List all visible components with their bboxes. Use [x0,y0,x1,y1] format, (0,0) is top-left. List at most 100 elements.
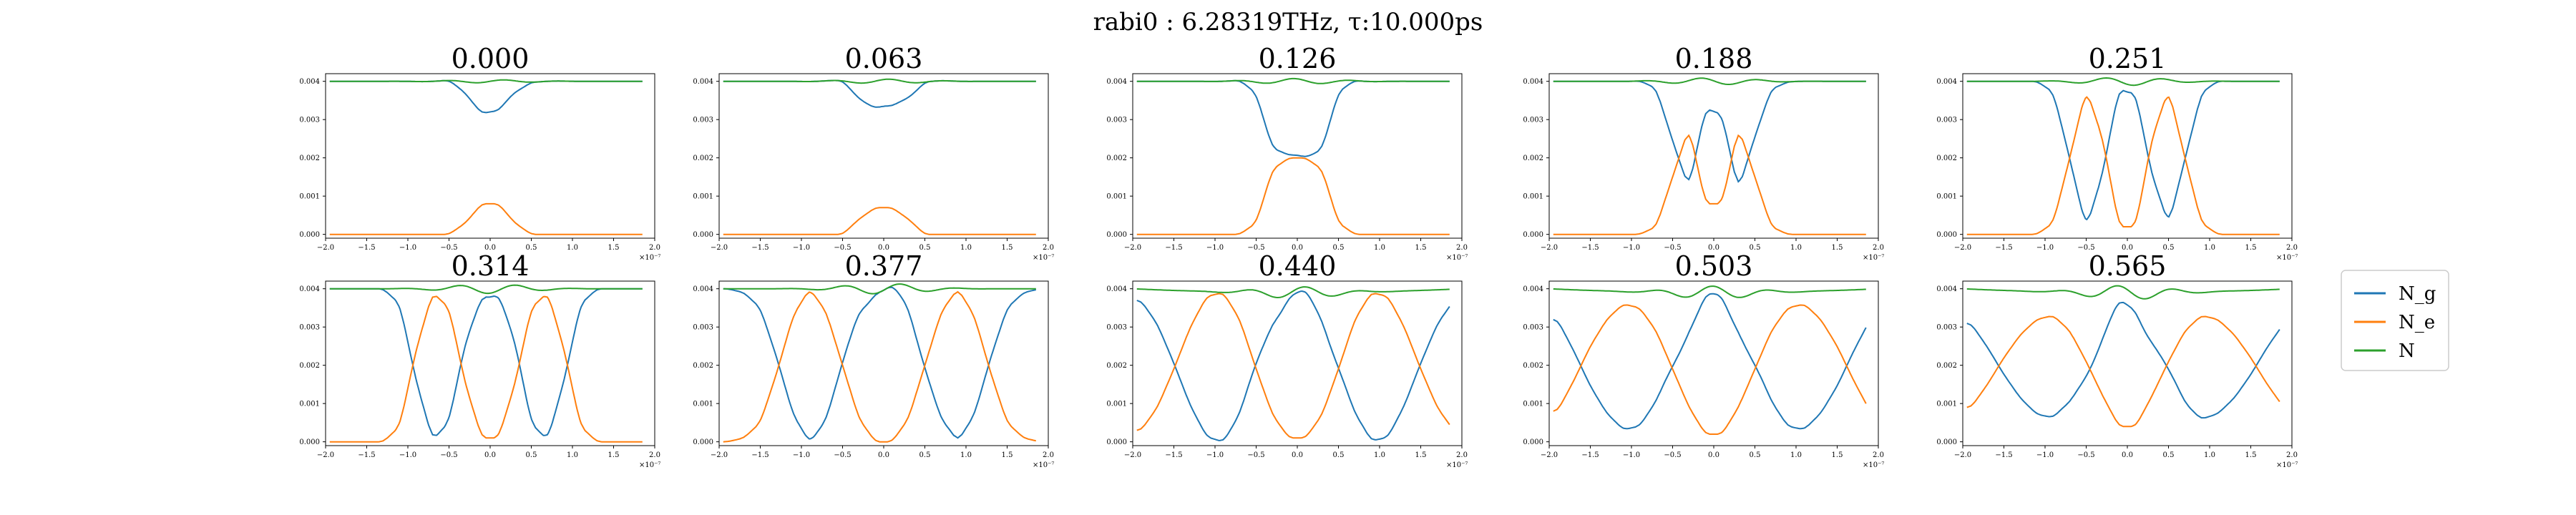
x-offset-label: ×10⁻⁷ [1033,254,1054,262]
series-line-N_g [1136,290,1450,441]
y-tick-label: 0.002 [1523,154,1543,162]
y-tick-label: 0.001 [299,193,320,201]
y-tick-label: 0.000 [693,438,713,446]
y-tick-label: 0.001 [1523,193,1543,201]
x-tick-label: −1.5 [358,244,375,252]
x-tick-label: −0.5 [1664,451,1681,459]
y-tick-label: 0.000 [1106,438,1127,446]
x-tick-label: 1.5 [2245,244,2257,252]
legend-label-N_e: N_e [2399,312,2435,333]
x-tick-label: 1.0 [2204,244,2215,252]
y-tick-label: 0.004 [1106,285,1127,293]
x-tick-label: 1.5 [1832,451,1843,459]
y-tick-label: 0.000 [1936,231,1957,239]
x-tick-label: 1.0 [960,451,972,459]
x-tick-label: −0.5 [1247,244,1264,252]
x-tick-label: −0.5 [2077,451,2094,459]
series-line-N_g [1966,301,2280,419]
y-tick-label: 0.000 [299,231,320,239]
x-tick-label: −0.5 [834,451,851,459]
x-tick-label: 2.0 [649,451,660,459]
subplot-8: 0.503 0.000 0.001 0.002 0.003 0.004 −2.0 −1.5 −1… [1523,250,1884,469]
series-line-N_e [1136,293,1450,439]
y-tick-label: 0.004 [299,285,320,293]
x-offset-label: ×10⁻⁷ [639,254,660,262]
x-tick-label: −2.0 [711,244,728,252]
y-tick-label: 0.004 [1523,285,1543,293]
figure-suptitle: rabi0 : 6.28319THz, τ:10.000ps [1093,8,1483,36]
x-tick-label: −1.5 [1581,451,1599,459]
x-tick-label: 0.5 [2163,451,2175,459]
x-tick-label: −1.5 [1165,244,1182,252]
x-offset-label: ×10⁻⁷ [2276,461,2298,469]
series-line-N [1966,77,2280,87]
y-tick-label: 0.000 [1523,438,1543,446]
x-tick-label: 0.0 [1708,244,1719,252]
x-tick-label: 1.0 [2204,451,2215,459]
series-line-N [329,284,643,295]
subplot-title: 0.440 [1259,250,1337,282]
x-tick-label: 0.0 [878,244,889,252]
y-tick-label: 0.004 [1936,285,1957,293]
x-tick-label: 0.5 [919,244,931,252]
x-tick-label: 1.5 [608,244,620,252]
x-tick-label: −1.5 [751,451,769,459]
series-line-N [1553,285,1866,298]
y-tick-label: 0.003 [1106,324,1127,332]
x-tick-label: −0.5 [1247,451,1264,459]
y-tick-label: 0.002 [1523,362,1543,370]
y-tick-label: 0.001 [693,401,713,408]
x-tick-label: −2.0 [1954,451,1971,459]
x-tick-label: −1.0 [399,451,416,459]
series-line-N [1966,285,2280,300]
series-line-N_e [1553,304,1867,435]
x-tick-label: 1.0 [1790,451,1802,459]
y-tick-label: 0.003 [693,324,713,332]
y-tick-label: 0.002 [693,362,713,370]
x-tick-label: 1.5 [1832,244,1843,252]
x-tick-label: 0.5 [1750,244,1761,252]
x-tick-label: 0.5 [1750,451,1761,459]
x-tick-label: −1.5 [751,244,769,252]
y-tick-label: 0.002 [1936,362,1957,370]
x-tick-label: 2.0 [1456,451,1468,459]
y-tick-label: 0.003 [1523,324,1543,332]
y-tick-label: 0.000 [1523,231,1543,239]
x-tick-label: −1.5 [1165,451,1182,459]
x-tick-label: 0.0 [2122,451,2133,459]
x-tick-label: −1.0 [1623,451,1640,459]
x-tick-label: 0.5 [526,244,537,252]
x-tick-label: 0.0 [1708,451,1719,459]
legend-frame [2341,270,2449,371]
x-offset-label: ×10⁻⁷ [1446,461,1468,469]
x-tick-label: 2.0 [1873,244,1884,252]
subplot-1: 0.063 0.000 0.001 0.002 0.003 0.004 −2.0 −1.5 −1… [693,43,1054,262]
y-tick-label: 0.001 [299,401,320,408]
subplot-title: 0.314 [452,250,530,282]
subplot-0: 0.000 0.000 0.001 0.002 0.003 0.004 −2.0 −1.5 −1… [299,43,660,262]
x-tick-label: 2.0 [1873,451,1884,459]
subplot-7: 0.440 0.000 0.001 0.002 0.003 0.004 −2.0 −1.5 −1… [1106,250,1468,469]
x-tick-label: −2.0 [1541,244,1558,252]
x-offset-label: ×10⁻⁷ [1863,461,1884,469]
x-tick-label: −1.0 [2036,451,2054,459]
subplot-9: 0.565 0.000 0.001 0.002 0.003 0.004 −2.0 −1.5 −1… [1936,250,2298,469]
x-tick-label: 0.0 [1292,244,1303,252]
legend: N_g N_e N [2341,270,2449,371]
x-tick-label: 1.5 [1415,451,1427,459]
y-tick-label: 0.003 [693,117,713,124]
y-tick-label: 0.004 [693,285,713,293]
series-line-N [1136,286,1450,299]
x-offset-label: ×10⁻⁷ [1033,461,1054,469]
x-tick-label: −1.5 [1581,244,1599,252]
x-tick-label: 0.0 [484,244,496,252]
y-tick-label: 0.002 [299,362,320,370]
x-tick-label: 0.0 [878,451,889,459]
x-tick-label: −1.0 [793,244,810,252]
series-line-N [1553,77,1866,85]
y-tick-label: 0.001 [693,193,713,201]
y-tick-label: 0.002 [1936,154,1957,162]
x-tick-label: 0.0 [2122,244,2133,252]
subplot-title: 0.188 [1675,43,1753,74]
